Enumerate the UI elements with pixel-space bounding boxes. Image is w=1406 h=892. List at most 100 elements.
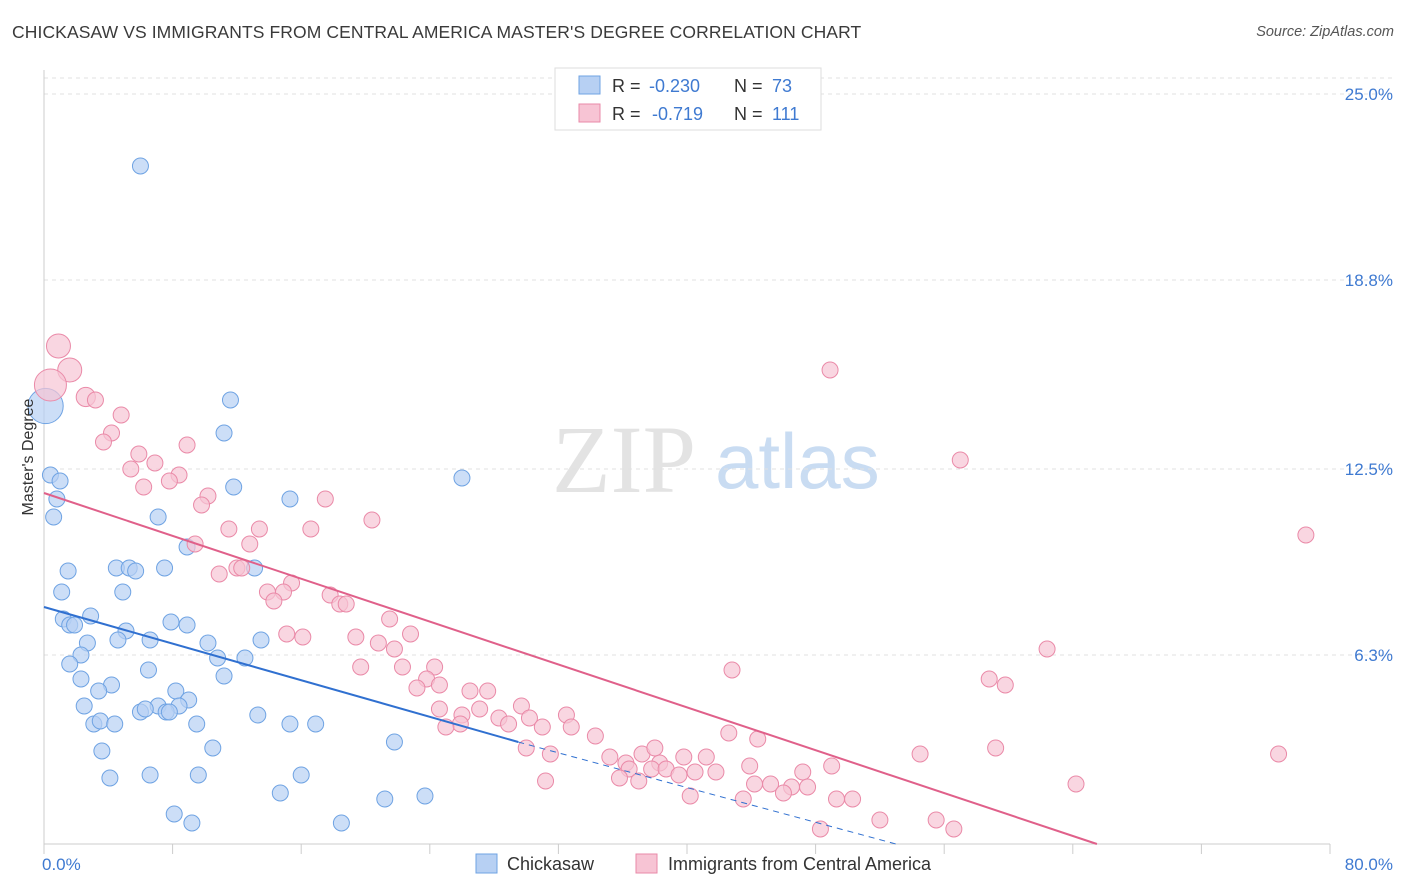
y-tick-label-3: 25.0% (1345, 85, 1393, 104)
bottom-legend-swatch-immigrants (635, 853, 658, 874)
chickasaw-point-8 (225, 478, 243, 496)
immigrants-point-53 (408, 679, 426, 697)
immigrants-point-51 (996, 676, 1014, 694)
immigrants-point-107 (811, 820, 829, 838)
chickasaw-point-54 (106, 715, 124, 733)
immigrants-point-106 (927, 811, 945, 829)
immigrants-point-6 (112, 406, 130, 424)
chickasaw-point-32 (199, 634, 217, 652)
immigrants-point-10 (130, 445, 148, 463)
chickasaw-point-58 (385, 733, 403, 751)
immigrants-point-81 (911, 745, 929, 763)
immigrants-point-16 (135, 478, 153, 496)
immigrants-point-90 (794, 763, 812, 781)
top-legend: R = -0.230 N = 73 R = -0.719 N = 111 (554, 67, 822, 131)
series-chickasaw-points (27, 157, 471, 832)
chickasaw-point-59 (93, 742, 111, 760)
immigrants-point-50 (980, 670, 998, 688)
chickasaw-point-51 (249, 706, 267, 724)
chickasaw-point-25 (162, 613, 180, 631)
immigrants-point-108 (945, 820, 963, 838)
immigrants-point-69 (720, 724, 738, 742)
immigrants-point-96 (762, 775, 780, 793)
immigrants-point-35 (337, 595, 355, 613)
bottom-legend-label-immigrants: Immigrants from Central America (668, 854, 932, 874)
immigrants-point-21 (220, 520, 238, 538)
immigrants-point-38 (294, 628, 312, 646)
bottom-legend-label-chickasaw: Chickasaw (507, 854, 595, 874)
y-tick-label-0: 6.3% (1354, 646, 1393, 665)
y-tick-label-1: 12.5% (1345, 460, 1393, 479)
immigrants-point-54 (479, 682, 497, 700)
immigrants-point-46 (393, 658, 411, 676)
watermark-atlas: atlas (715, 417, 880, 505)
immigrants-point-15 (160, 472, 178, 490)
chickasaw-point-9 (281, 490, 299, 508)
axes (43, 70, 1331, 854)
x-tick-label-max: 80.0% (1345, 855, 1393, 874)
immigrants-point-36 (265, 592, 283, 610)
chickasaw-point-42 (90, 682, 108, 700)
trend-lines (43, 492, 1098, 845)
chart-title: CHICKASAW VS IMMIGRANTS FROM CENTRAL AME… (12, 22, 862, 42)
immigrants-point-18 (316, 490, 334, 508)
legend-swatch-blue (578, 75, 601, 95)
immigrants-point-58 (512, 697, 530, 715)
immigrants-point-56 (430, 700, 448, 718)
immigrants-point-78 (675, 748, 693, 766)
chickasaw-point-13 (59, 562, 77, 580)
immigrants-point-80 (987, 739, 1005, 757)
chickasaw-point-60 (204, 739, 222, 757)
immigrants-point-91 (823, 757, 841, 775)
chickasaw-point-50 (160, 703, 178, 721)
immigrants-point-104 (844, 790, 862, 808)
immigrants-point-95 (746, 775, 764, 793)
chickasaw-point-53 (91, 712, 109, 730)
chickasaw-point-57 (307, 715, 325, 733)
immigrants-point-68 (586, 727, 604, 745)
immigrants-point-98 (799, 778, 817, 796)
chickasaw-point-48 (136, 700, 154, 718)
chickasaw-point-36 (236, 649, 254, 667)
immigrants-point-73 (601, 748, 619, 766)
immigrants-point-26 (241, 535, 259, 553)
immigrants-point-8 (94, 433, 112, 451)
immigrants-point-79 (697, 748, 715, 766)
legend-n-value-2: 111 (772, 104, 799, 124)
chickasaw-point-17 (156, 559, 174, 577)
chickasaw-point-68 (165, 805, 183, 823)
chickasaw-point-11 (149, 508, 167, 526)
legend-n-value-1: 73 (772, 76, 792, 96)
immigrants-point-29 (210, 565, 228, 583)
immigrants-point-57 (471, 700, 489, 718)
bottom-legend-swatch-chickasaw (475, 853, 498, 874)
chickasaw-point-2 (221, 391, 239, 409)
immigrants-point-89 (741, 757, 759, 775)
immigrants-point-20 (363, 511, 381, 529)
immigrants-point-41 (402, 625, 420, 643)
tick-labels: 6.3% 12.5% 18.8% 25.0% 0.0% 80.0% (42, 85, 1393, 874)
chickasaw-point-5 (51, 472, 69, 490)
chickasaw-point-37 (139, 661, 157, 679)
series-immigrants-points (33, 333, 1315, 838)
chickasaw-point-62 (189, 766, 207, 784)
immigrants-point-103 (827, 790, 845, 808)
legend-r-label-1: R = (612, 76, 641, 96)
immigrants-point-86 (670, 766, 688, 784)
immigrants-point-101 (681, 787, 699, 805)
immigrants-point-47 (426, 658, 444, 676)
chickasaw-point-55 (188, 715, 206, 733)
chickasaw-point-34 (61, 655, 79, 673)
immigrants-point-77 (646, 739, 664, 757)
immigrants-point-12 (146, 454, 164, 472)
chickasaw-point-33 (72, 646, 90, 664)
immigrants-point-37 (381, 610, 399, 628)
immigrants-point-82 (1270, 745, 1288, 763)
bottom-legend: Chickasaw Immigrants from Central Americ… (475, 853, 932, 874)
immigrants-point-2 (33, 368, 67, 402)
immigrants-point-48 (723, 661, 741, 679)
immigrants-point-67 (562, 718, 580, 736)
chickasaw-point-31 (252, 631, 270, 649)
immigrants-point-55 (461, 682, 479, 700)
